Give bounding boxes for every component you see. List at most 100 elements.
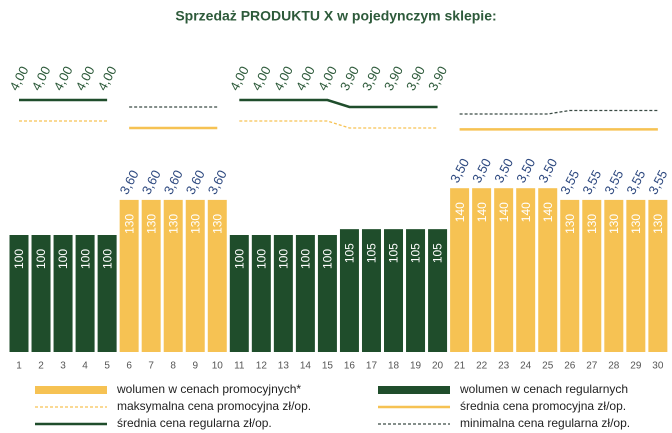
bar-label: 130: [122, 214, 136, 234]
bar: [31, 235, 51, 352]
bar: [97, 235, 117, 352]
price-line: [129, 106, 658, 115]
price-label: 3,55: [623, 168, 648, 197]
price-line: [129, 126, 658, 131]
bar-label: 130: [188, 214, 202, 234]
price-label: 3,55: [579, 168, 604, 197]
bar: [538, 188, 558, 352]
x-tick-label: 6: [126, 361, 132, 372]
bar: [273, 235, 293, 352]
price-label: 3,50: [513, 156, 538, 185]
bar: [472, 188, 492, 352]
bar-label: 105: [431, 243, 445, 263]
bar-label: 140: [497, 202, 511, 222]
x-tick-label: 12: [256, 361, 268, 372]
price-label: 3,90: [425, 64, 450, 93]
x-tick-label: 1: [16, 361, 22, 372]
x-tick-label: 22: [476, 361, 488, 372]
bar-label: 130: [563, 214, 577, 234]
bar: [9, 235, 29, 352]
x-tick-label: 11: [234, 361, 245, 372]
bar: [626, 199, 646, 352]
bar: [406, 229, 426, 352]
bar: [560, 199, 580, 352]
x-tick-label: 30: [652, 361, 664, 372]
price-label: 4,00: [95, 64, 120, 93]
price-label: 3,60: [161, 168, 186, 197]
bar: [582, 199, 602, 352]
bar: [119, 199, 139, 352]
x-tick-label: 19: [410, 361, 422, 372]
x-tick-label: 24: [520, 361, 532, 372]
bar: [450, 188, 470, 352]
bar-label: 100: [232, 249, 246, 269]
bar-label: 130: [144, 214, 158, 234]
price-label: 3,90: [381, 64, 406, 93]
price-label: 3,55: [645, 168, 670, 197]
x-tick-label: 15: [322, 361, 334, 372]
price-label: 3,60: [183, 168, 208, 197]
price-label: 4,00: [271, 64, 296, 93]
bar-label: 140: [541, 202, 555, 222]
price-label: 3,90: [337, 64, 362, 93]
bar: [604, 199, 624, 352]
price-label: 3,55: [557, 168, 582, 197]
bar: [516, 188, 536, 352]
x-tick-label: 18: [388, 361, 400, 372]
x-tick-label: 20: [432, 361, 444, 372]
legend-label: wolumen w cenach promocyjnych*: [116, 382, 301, 396]
price-label: 4,00: [73, 64, 98, 93]
x-tick-label: 21: [454, 361, 466, 372]
bar-label: 130: [210, 214, 224, 234]
bar-label: 130: [629, 214, 643, 234]
legend-label: maksymalna cena promocyjna zł/op.: [117, 399, 311, 413]
bar: [317, 235, 337, 352]
bar: [75, 235, 95, 352]
bar: [207, 199, 227, 352]
price-line: [19, 120, 438, 129]
bar: [339, 229, 359, 352]
price-label: 3,90: [403, 64, 428, 93]
x-tick-label: 10: [212, 361, 224, 372]
x-tick-label: 28: [608, 361, 620, 372]
bar: [141, 199, 161, 352]
x-tick-label: 13: [278, 361, 290, 372]
x-tick-label: 14: [300, 361, 312, 372]
x-tick-label: 16: [344, 361, 356, 372]
bar-label: 140: [519, 202, 533, 222]
bar: [428, 229, 448, 352]
bar: [384, 229, 404, 352]
x-tick-label: 3: [60, 361, 66, 372]
bar-label: 100: [255, 249, 269, 269]
x-tick-label: 23: [498, 361, 510, 372]
bar-label: 100: [34, 249, 48, 269]
bar-label: 100: [56, 249, 70, 269]
bar: [251, 235, 271, 352]
chart-title: Sprzedaż PRODUKTU X w pojedynczym sklepi…: [175, 8, 496, 24]
bar-label: 100: [100, 249, 114, 269]
bar: [229, 235, 249, 352]
x-tick-label: 2: [38, 361, 44, 372]
bar-label: 105: [409, 243, 423, 263]
price-label: 3,50: [491, 156, 516, 185]
price-label: 3,50: [469, 156, 494, 185]
price-line: [19, 98, 438, 109]
price-label: 4,00: [6, 64, 31, 93]
bar: [295, 235, 315, 352]
bar-label: 100: [321, 249, 335, 269]
bar-label: 105: [343, 243, 357, 263]
price-label: 4,00: [315, 64, 340, 93]
x-tick-label: 5: [104, 361, 110, 372]
bar-label: 140: [475, 202, 489, 222]
price-label: 3,50: [447, 156, 472, 185]
bar-label: 100: [299, 249, 313, 269]
legend-label: średnia cena regularna zł/op.: [117, 416, 272, 430]
bar: [494, 188, 514, 352]
price-label: 3,60: [117, 168, 142, 197]
price-label: 4,00: [50, 64, 75, 93]
x-tick-label: 26: [564, 361, 576, 372]
price-label: 3,50: [535, 156, 560, 185]
price-label: 4,00: [227, 64, 252, 93]
price-label: 4,00: [28, 64, 53, 93]
bar: [361, 229, 381, 352]
